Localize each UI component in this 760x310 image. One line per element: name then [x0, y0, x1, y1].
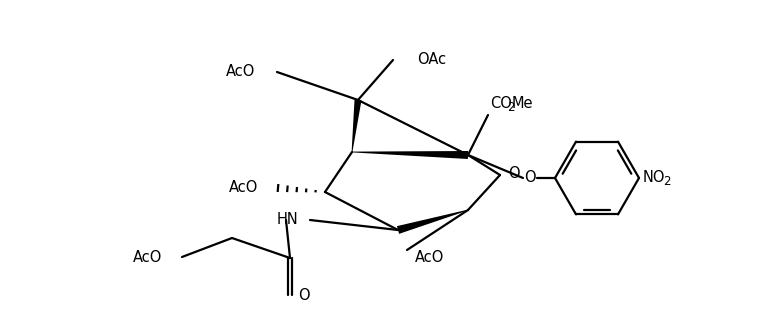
Polygon shape — [397, 210, 468, 234]
Text: O: O — [508, 166, 520, 180]
Text: Me: Me — [512, 96, 534, 111]
Polygon shape — [352, 100, 362, 152]
Text: 2: 2 — [663, 175, 670, 188]
Polygon shape — [352, 151, 468, 159]
Text: NO: NO — [643, 170, 666, 185]
Text: AcO: AcO — [229, 180, 258, 196]
Text: AcO: AcO — [226, 64, 255, 79]
Text: AcO: AcO — [133, 250, 162, 264]
Text: AcO: AcO — [415, 250, 445, 265]
Text: HN: HN — [276, 212, 298, 228]
Text: OAc: OAc — [417, 52, 446, 68]
Text: O: O — [298, 287, 309, 303]
Text: O: O — [524, 170, 536, 185]
Text: CO: CO — [490, 96, 512, 111]
Text: 2: 2 — [507, 101, 515, 114]
